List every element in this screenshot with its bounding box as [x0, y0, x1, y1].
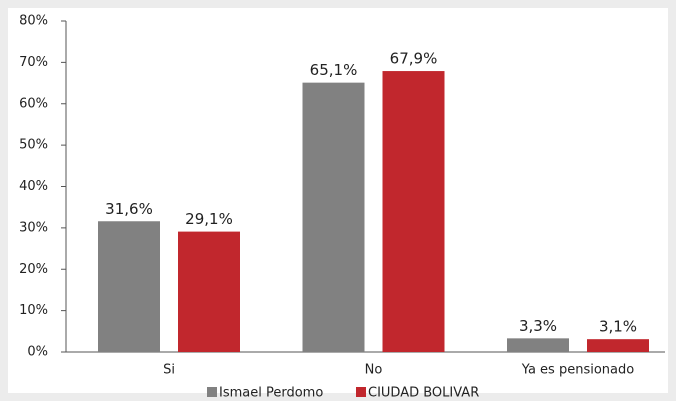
bar	[302, 82, 365, 353]
y-tick-label: 80%	[19, 14, 48, 29]
value-label: 3,3%	[519, 317, 557, 335]
x-tick-label: No	[365, 363, 383, 378]
y-tick-label: 10%	[19, 303, 48, 318]
bar	[98, 221, 160, 352]
y-tick-label: 70%	[19, 55, 48, 70]
legend-label: CIUDAD BOLIVAR	[368, 386, 479, 401]
y-tick-label: 40%	[19, 179, 48, 194]
x-tick-label: Si	[163, 363, 175, 378]
bar	[382, 71, 445, 352]
value-label: 3,1%	[599, 318, 637, 336]
value-label: 65,1%	[310, 61, 358, 79]
y-tick-label: 20%	[19, 262, 48, 277]
legend-swatch	[356, 387, 366, 397]
y-tick-label: 50%	[19, 138, 48, 153]
y-tick-label: 60%	[19, 96, 48, 111]
value-label: 31,6%	[105, 200, 153, 218]
bar	[587, 339, 649, 352]
legend-swatch	[207, 387, 217, 397]
value-label: 67,9%	[390, 50, 438, 68]
y-tick-label: 30%	[19, 220, 48, 235]
legend-label: Ismael Perdomo	[219, 386, 323, 401]
bar	[178, 231, 240, 352]
x-tick-label: Ya es pensionado	[521, 363, 634, 378]
y-tick-label: 0%	[27, 345, 48, 360]
value-label: 29,1%	[185, 210, 233, 228]
bar	[507, 338, 569, 352]
